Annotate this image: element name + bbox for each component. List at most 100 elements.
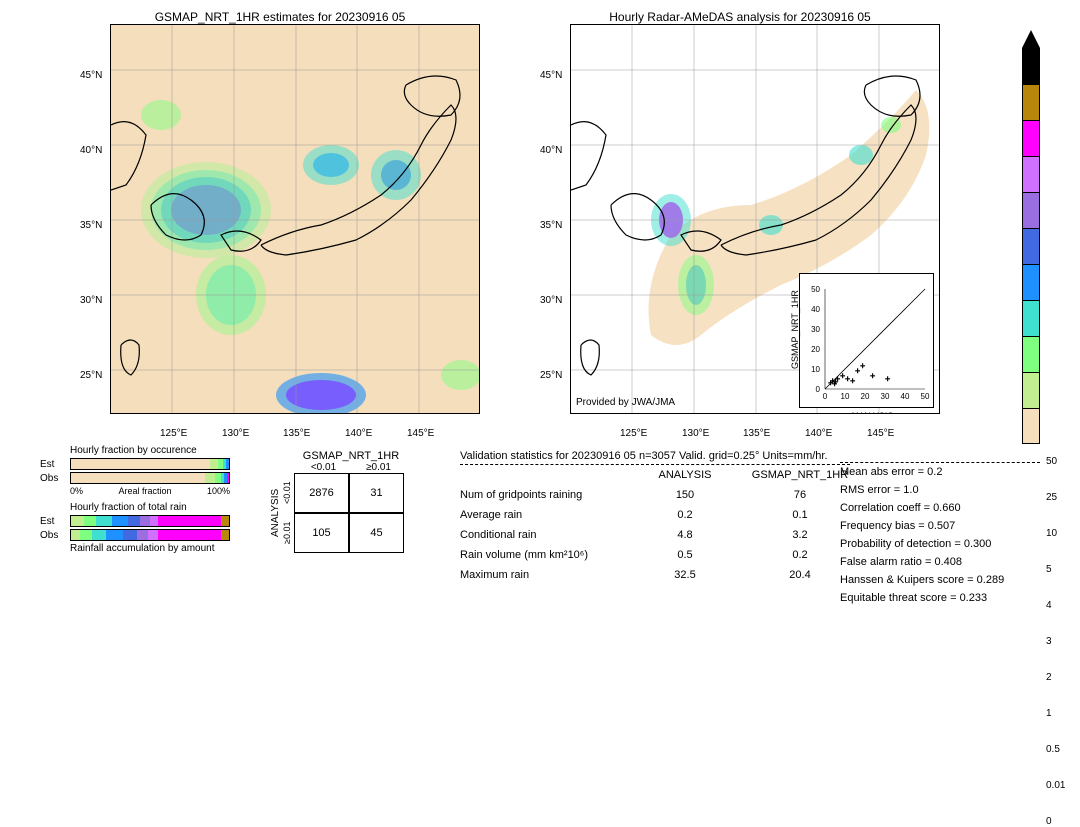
- val-label: False alarm ratio =: [840, 556, 931, 568]
- bar-segment: [227, 473, 229, 483]
- svg-text:+: +: [850, 376, 855, 386]
- validation-row: False alarm ratio = 0.408: [840, 553, 1040, 571]
- ytick: 35°N: [80, 220, 102, 231]
- cont-cell: 45: [349, 513, 404, 553]
- cont-col-label: <0.01: [296, 462, 351, 473]
- svg-text:50: 50: [811, 285, 820, 294]
- svg-text:0: 0: [816, 385, 821, 394]
- bar-segment: [71, 530, 80, 540]
- ytick: 35°N: [540, 220, 562, 231]
- val-value: 0.2: [927, 466, 942, 478]
- scatter-ylabel: GSMAP_NRT_1HR: [790, 290, 800, 369]
- stats-val: 0.2: [650, 509, 720, 521]
- stats-table: Validation statistics for 20230916 05 n=…: [460, 450, 850, 585]
- colorbar-tick: 10: [1046, 528, 1057, 539]
- stats-val: 3.2: [750, 529, 850, 541]
- stats-col2: GSMAP_NRT_1HR: [750, 469, 850, 481]
- occurrence-title: Hourly fraction by occurence: [70, 445, 230, 456]
- est-label: Est: [40, 459, 70, 470]
- bar-segment: [96, 516, 112, 526]
- stats-val: 0.2: [750, 549, 850, 561]
- stats-label: Rain volume (mm km²10⁶): [460, 549, 620, 561]
- fraction-bars: Hourly fraction by occurence Est Obs 0% …: [40, 445, 230, 554]
- svg-text:10: 10: [841, 392, 850, 401]
- colorbar-tick: 5: [1046, 564, 1052, 575]
- bar-segment: [158, 516, 221, 526]
- occurrence-obs-bar: [70, 472, 230, 484]
- svg-text:+: +: [833, 377, 838, 387]
- svg-text:+: +: [870, 371, 875, 381]
- xtick: 125°E: [160, 428, 187, 439]
- val-value: 0.300: [964, 538, 992, 550]
- xtick: 140°E: [345, 428, 372, 439]
- svg-text:0: 0: [823, 392, 828, 401]
- val-value: 1.0: [903, 484, 918, 496]
- ytick: 30°N: [80, 295, 102, 306]
- bar-row: Est: [40, 515, 230, 527]
- stats-header-row: ANALYSIS GSMAP_NRT_1HR: [460, 465, 850, 485]
- stats-row: Conditional rain 4.8 3.2: [460, 525, 850, 545]
- cont-row-label: <0.01: [282, 473, 294, 513]
- ytick: 45°N: [80, 70, 102, 81]
- stats-val: 32.5: [650, 569, 720, 581]
- stats-val: 20.4: [750, 569, 850, 581]
- val-label: RMS error =: [840, 484, 900, 496]
- validation-metrics: Mean abs error = 0.2RMS error = 1.0Corre…: [840, 462, 1040, 607]
- rain-obs-bar: [70, 529, 230, 541]
- cont-row-header: ANALYSIS: [270, 473, 282, 553]
- radar-panel: Hourly Radar-AMeDAS analysis for 2023091…: [540, 10, 940, 414]
- bar-row: Obs: [40, 472, 230, 484]
- est-label: Est: [40, 516, 70, 527]
- colorbar-tick: 0: [1046, 816, 1052, 827]
- xtick: 140°E: [805, 428, 832, 439]
- bar-segment: [80, 530, 91, 540]
- bar-segment: [71, 516, 84, 526]
- xtick: 145°E: [867, 428, 894, 439]
- stats-label: Conditional rain: [460, 529, 620, 541]
- bar-segment: [221, 530, 229, 540]
- validation-row: Correlation coeff = 0.660: [840, 499, 1040, 517]
- stats-row: Average rain 0.2 0.1: [460, 505, 850, 525]
- bar-segment: [84, 516, 97, 526]
- scatter-plot: 01020 304050 010 2030 4050 ++ ++ ++ ++ +…: [799, 273, 934, 408]
- gsmap-panel: GSMAP_NRT_1HR estimates for 20230916 05: [80, 10, 480, 414]
- validation-row: Frequency bias = 0.507: [840, 517, 1040, 535]
- ytick: 45°N: [540, 70, 562, 81]
- xtick: 135°E: [743, 428, 770, 439]
- rain-est-bar: [70, 515, 230, 527]
- stats-row: Num of gridpoints raining 150 76: [460, 485, 850, 505]
- bar-segment: [148, 530, 157, 540]
- validation-row: Hanssen & Kuipers score = 0.289: [840, 571, 1040, 589]
- svg-text:40: 40: [811, 305, 820, 314]
- colorbar-tick: 25: [1046, 492, 1057, 503]
- colorbar-tick: 0.01: [1046, 780, 1065, 791]
- bar-segment: [158, 530, 221, 540]
- validation-row: Probability of detection = 0.300: [840, 535, 1040, 553]
- areal-label: Areal fraction: [118, 486, 171, 496]
- stats-val: 76: [750, 489, 850, 501]
- cont-cell: 2876: [294, 473, 349, 513]
- bar-segment: [112, 516, 128, 526]
- cont-cell: 105: [294, 513, 349, 553]
- stats-val: 0.5: [650, 549, 720, 561]
- cont-col-header: GSMAP_NRT_1HR: [296, 450, 406, 462]
- bar-segment: [123, 530, 137, 540]
- cont-row-label: ≥0.01: [282, 513, 294, 553]
- xtick: 125°E: [620, 428, 647, 439]
- val-label: Hanssen & Kuipers score =: [840, 574, 974, 586]
- bar-segment: [226, 459, 229, 469]
- svg-text:10: 10: [811, 365, 820, 374]
- bar-segment: [205, 473, 214, 483]
- ytick: 40°N: [80, 145, 102, 156]
- colorbar-tick: 1: [1046, 708, 1052, 719]
- bar-segment: [71, 459, 210, 469]
- gsmap-title: GSMAP_NRT_1HR estimates for 20230916 05: [80, 10, 480, 24]
- radar-title: Hourly Radar-AMeDAS analysis for 2023091…: [540, 10, 940, 24]
- svg-text:30: 30: [811, 325, 820, 334]
- stats-row: Rain volume (mm km²10⁶) 0.5 0.2: [460, 545, 850, 565]
- val-value: 0.507: [928, 520, 956, 532]
- val-value: 0.233: [960, 592, 988, 604]
- colorbar-tick: 2: [1046, 672, 1052, 683]
- attribution: Provided by JWA/JMA: [576, 397, 675, 408]
- pct0: 0%: [70, 486, 83, 496]
